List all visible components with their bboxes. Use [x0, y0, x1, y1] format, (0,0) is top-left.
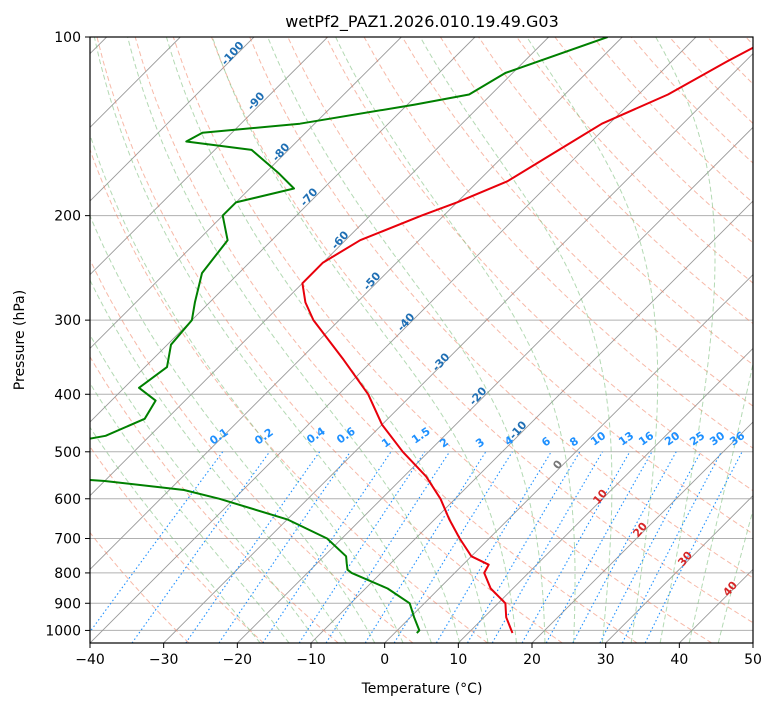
x-tick-label: 20 — [523, 652, 541, 668]
mixing-ratio-line — [298, 451, 426, 643]
dry-adiabat-line — [401, 37, 753, 407]
isotherm-line — [90, 37, 328, 276]
x-tick-label: −30 — [149, 652, 179, 668]
mixing-ratio-line — [435, 451, 552, 643]
moist-adiabat-line — [267, 37, 546, 643]
isotherm-line — [90, 37, 623, 570]
isotherm-line — [605, 495, 753, 643]
y-tick-label: 200 — [54, 209, 81, 225]
moist-adiabat-line — [655, 37, 716, 643]
dry-adiabat-line — [134, 37, 638, 643]
dry-adiabat-line — [211, 37, 753, 624]
moist-adiabat-line — [93, 37, 432, 643]
dry-adiabat-line — [90, 148, 488, 643]
mixing-ratio-line — [325, 451, 451, 643]
x-tick-label: −10 — [296, 652, 326, 668]
dry-adiabat-line — [90, 258, 414, 643]
y-tick-label: 700 — [54, 532, 81, 548]
mixing-ratio-line — [644, 451, 743, 643]
y-tick-label: 600 — [54, 492, 81, 508]
isotherm-line — [163, 53, 753, 643]
moist-adiabat-line — [90, 133, 404, 643]
dry-adiabat-line — [90, 531, 190, 643]
moist-adiabat-line — [717, 508, 753, 643]
isotherm-line — [237, 126, 753, 643]
dry-adiabat-line — [172, 37, 712, 643]
mixing-ratio-line — [131, 451, 271, 643]
y-tick-label: 500 — [54, 445, 81, 461]
moist-adiabat-line — [90, 333, 319, 643]
mixing-ratio-line — [185, 451, 321, 643]
mixing-ratio-line — [572, 451, 677, 643]
dry-adiabat-line — [439, 37, 753, 366]
mixing-ratio-line — [90, 451, 224, 633]
temperature-profile — [301, 46, 753, 634]
x-tick-label: −40 — [75, 652, 105, 668]
x-tick-label: 30 — [597, 652, 615, 668]
isotherm-line — [90, 37, 476, 423]
isotherm-line — [531, 421, 753, 643]
x-tick-label: 10 — [449, 652, 467, 668]
y-tick-label: 800 — [54, 566, 81, 582]
isotherm-line — [458, 347, 753, 643]
mixing-ratio-line — [521, 451, 631, 643]
y-tick-label: 300 — [54, 313, 81, 329]
moist-adiabat-line — [335, 37, 576, 643]
moist-adiabat-line — [526, 37, 659, 643]
chart-title: wetPf2_PAZ1.2026.010.19.49.G03 — [285, 12, 559, 32]
isotherm-line — [90, 37, 549, 497]
x-tick-label: 40 — [670, 652, 688, 668]
moist-adiabat-line — [127, 37, 461, 643]
y-tick-label: 900 — [54, 596, 81, 612]
y-tick-label: 100 — [54, 30, 81, 46]
dewpoint-profile — [90, 37, 608, 634]
moist-adiabat-line — [419, 37, 613, 643]
y-axis-label: Pressure (hPa) — [12, 290, 28, 390]
moist-adiabat-line — [90, 279, 347, 643]
moist-adiabat-line — [90, 426, 261, 643]
moist-adiabat-line — [688, 361, 753, 643]
moist-adiabat-line — [165, 37, 489, 643]
mixing-ratio-line — [599, 451, 702, 643]
isotherm-line — [90, 37, 697, 643]
dry-adiabat-line — [516, 37, 753, 284]
mixing-ratio-line — [364, 451, 487, 643]
mixing-ratio-line — [218, 451, 351, 643]
plot-frame — [89, 36, 754, 644]
moist-adiabat-line — [90, 214, 376, 643]
mixing-ratio-line — [262, 451, 392, 643]
dry-adiabat-line — [90, 445, 264, 643]
y-tick-label: 400 — [54, 387, 81, 403]
x-tick-label: −20 — [223, 652, 253, 668]
isotherm-line — [90, 37, 255, 202]
dry-adiabat-line — [90, 355, 339, 643]
dry-adiabat-line — [249, 37, 753, 579]
x-tick-label: 50 — [744, 652, 762, 668]
y-tick-label: 1000 — [45, 623, 81, 639]
isotherm-line — [384, 274, 753, 643]
dry-adiabat-line — [325, 37, 753, 492]
isotherm-line — [90, 37, 402, 349]
moist-adiabat-line — [211, 37, 517, 643]
x-axis-label: Temperature (°C) — [361, 681, 483, 697]
x-tick-label: 0 — [380, 652, 389, 668]
mixing-ratio-line — [545, 451, 653, 643]
